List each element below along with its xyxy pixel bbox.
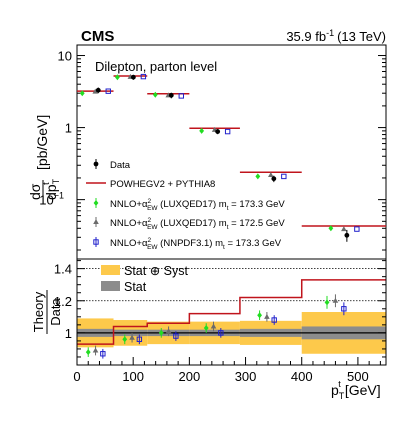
- legend-label: NNLO+α2 EW (NNPDF3.1) mt = 173.3 GeV: [110, 237, 282, 251]
- ratio-point: [257, 312, 262, 319]
- ratio-point: [136, 336, 143, 343]
- data-point: [130, 74, 136, 80]
- y-tick-label: 10: [58, 49, 72, 64]
- ratio-point: [165, 328, 172, 334]
- powheg-ratio-step: [77, 279, 386, 345]
- legend-prediction-marker: [93, 239, 99, 245]
- prediction-point: [152, 91, 158, 98]
- svg-text:dσ: dσ: [27, 183, 43, 200]
- top-y-axis-label: dσ dpTt [pb/GeV]: [27, 115, 61, 200]
- prediction-point: [79, 90, 85, 97]
- svg-text:Theory: Theory: [31, 291, 46, 332]
- legend-label: POWHEGV2 + PYTHIA8: [110, 179, 215, 190]
- ratio-point: [173, 333, 179, 339]
- x-tick-label: 0: [73, 369, 80, 384]
- x-tick-label: 200: [179, 369, 201, 384]
- x-tick-label: 300: [235, 369, 257, 384]
- prediction-point: [255, 173, 261, 180]
- ratio-point: [129, 334, 135, 340]
- ratio-point: [203, 325, 209, 332]
- legend-prediction-marker: [93, 200, 99, 206]
- luminosity-label: 35.9 fb-1 (13 TeV): [286, 28, 386, 44]
- data-point: [344, 232, 350, 238]
- bottom-panel-frame: [76, 258, 387, 366]
- y-tick-label: 1.4: [54, 262, 72, 277]
- prediction-point: [178, 93, 184, 99]
- bottom-gridlines: [77, 268, 386, 334]
- x-tick-label: 100: [122, 369, 144, 384]
- x-tick-label: 400: [291, 369, 313, 384]
- bottom-panel: 1 1.2 1.4 0 100 200 300 400 500 Stat ⊕ SystStat …: [31, 258, 387, 401]
- prediction-point: [341, 226, 347, 232]
- ratio-point: [332, 297, 339, 303]
- data-point: [215, 129, 221, 134]
- prediction-point: [199, 127, 205, 134]
- ratio-point: [264, 313, 270, 319]
- ratio-point: [92, 347, 99, 353]
- svg-text:Data: Data: [48, 298, 63, 326]
- prediction-point: [114, 74, 120, 81]
- data-point: [95, 87, 101, 93]
- x-tick-label: 500: [347, 369, 369, 384]
- legend-data-marker: [93, 161, 99, 167]
- top-marks: [77, 73, 386, 242]
- data-point: [271, 176, 277, 182]
- legend-label: Data: [110, 160, 131, 171]
- band-legend-label: Stat ⊕ Syst: [124, 264, 188, 278]
- ratio-point: [122, 336, 128, 343]
- data-point: [168, 92, 174, 98]
- band-legend-swatch: [101, 265, 120, 275]
- experiment-label: CMS: [81, 28, 114, 45]
- prediction-point: [92, 88, 99, 94]
- prediction-point: [268, 171, 274, 177]
- bottom-y-axis-label: Theory Data: [31, 290, 63, 334]
- bottom-marks: [77, 279, 386, 359]
- prediction-point: [281, 173, 287, 180]
- prediction-point: [105, 88, 111, 94]
- y-tick-label: 1: [65, 121, 72, 136]
- ratio-point: [158, 329, 164, 336]
- y-tick-label: 1.2: [54, 294, 72, 309]
- ratio-point: [341, 306, 347, 312]
- prediction-point: [224, 128, 231, 135]
- band-legend-swatch: [101, 281, 120, 291]
- ratio-point: [85, 349, 91, 356]
- prediction-point: [328, 225, 334, 232]
- prediction-point: [354, 226, 360, 232]
- legend-prediction-marker: [93, 219, 99, 224]
- legend-label: NNLO+α2 EW (LUXQED17) mt = 173.3 GeV: [110, 198, 285, 212]
- ratio-point: [271, 317, 277, 323]
- svg-text:[pb/GeV]: [pb/GeV]: [34, 115, 50, 170]
- x-axis-label: pTt [GeV]: [331, 379, 381, 401]
- band-legend-label: Stat: [124, 280, 147, 294]
- legend-label: NNLO+α2 EW (LUXQED17) mt = 172.5 GeV: [110, 217, 285, 231]
- bottom-legend: Stat ⊕ Syst Stat: [101, 264, 188, 294]
- ratio-point: [100, 351, 106, 357]
- bottom-ticks: 1 1.2 1.4 0 100 200 300 400 500: [54, 260, 386, 384]
- ratio-point: [218, 330, 224, 336]
- chart-title: Dilepton, parton level: [95, 59, 217, 74]
- y-tick-label: 1: [65, 326, 72, 341]
- ratio-point: [324, 299, 330, 306]
- svg-text:dpTt: dpTt: [41, 178, 61, 200]
- ratio-point: [210, 323, 217, 329]
- prediction-point: [140, 73, 147, 80]
